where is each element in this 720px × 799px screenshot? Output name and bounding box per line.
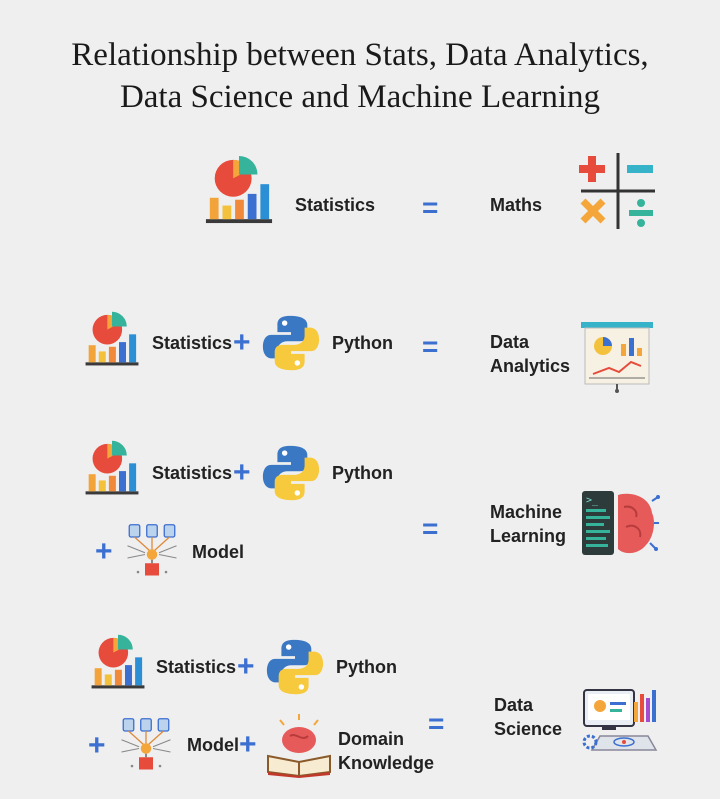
row2-result-line-1: Data [490, 332, 530, 352]
row2-statistics-label: Statistics [152, 333, 233, 353]
row1-maths-label: Maths [490, 195, 543, 215]
statistics-chart-icon [204, 154, 274, 226]
row4-plus-3: + [239, 728, 257, 761]
row3-result-line-1: Machine [490, 502, 563, 522]
row3-plus-1: + [233, 456, 251, 489]
title-line-1: Relationship between Stats, Data Analyti… [71, 37, 649, 73]
brain-code-icon: >_ [582, 491, 660, 555]
row4-plus-2: + [88, 729, 106, 762]
row1-statistics-label: Statistics [295, 195, 376, 215]
row2-python-label: Python [332, 333, 393, 353]
row4-domain-line-1: Domain [338, 729, 405, 749]
row4-result-line-2: Science [494, 719, 563, 739]
data-science-screen-icon [582, 689, 658, 751]
row2-plus-1: + [233, 326, 251, 359]
row3-model-label: Model [192, 542, 244, 562]
math-operators-icon [579, 153, 655, 229]
python-logo-icon [266, 638, 324, 696]
row1-equals: = [422, 192, 439, 223]
row4-domain-line-2: Knowledge [338, 753, 435, 773]
python-logo-icon [262, 444, 320, 502]
presentation-board-icon [581, 322, 653, 393]
row4-python-label: Python [336, 657, 397, 677]
row3-plus-2: + [95, 535, 113, 568]
book-brain-icon [267, 714, 331, 778]
row4-plus-1: + [237, 650, 255, 683]
row4-model-label: Model [187, 735, 239, 755]
row4-equals: = [428, 708, 445, 739]
row2-equals: = [422, 331, 439, 362]
row3-equals: = [422, 513, 439, 544]
row3-statistics-label: Statistics [152, 463, 233, 483]
model-network-icon [124, 523, 180, 579]
row4-statistics-label: Statistics [156, 657, 237, 677]
row4-result-line-1: Data [494, 695, 534, 715]
python-logo-icon [262, 314, 320, 372]
row3-python-label: Python [332, 463, 393, 483]
statistics-chart-icon [84, 440, 140, 496]
statistics-chart-icon [84, 311, 140, 367]
statistics-chart-icon [90, 634, 146, 690]
page-title: Relationship between Stats, Data Analyti… [0, 34, 720, 118]
model-network-icon [118, 717, 174, 773]
row3-result-line-2: Learning [490, 526, 567, 546]
svg-text:>_: >_ [586, 495, 599, 506]
title-line-2: Data Science and Machine Learning [119, 79, 601, 115]
row2-result-line-2: Analytics [490, 356, 571, 376]
